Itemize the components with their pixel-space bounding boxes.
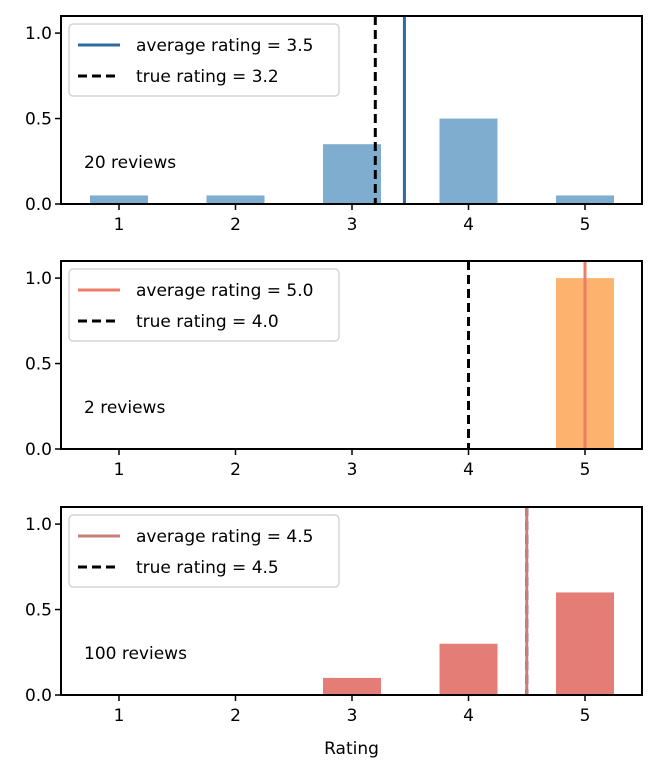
legend: average rating = 4.5 true rating = 4.5 — [68, 514, 340, 588]
legend: average rating = 5.0 true rating = 4.0 — [68, 268, 340, 342]
y-tick-label: 1.0 — [25, 24, 52, 44]
subplot-3: 0.0 0.5 1.0 1 2 3 4 5 100 reviews average rating … — [25, 506, 643, 759]
legend-true-label: true rating = 4.0 — [136, 312, 279, 332]
x-tick-label: 2 — [230, 460, 241, 480]
legend: average rating = 3.5 true rating = 3.2 — [68, 23, 340, 97]
y-tick-label: 0.0 — [25, 440, 52, 460]
y-tick-label: 0.5 — [25, 601, 52, 621]
bar-rating-2 — [206, 195, 265, 204]
x-tick-label: 3 — [347, 460, 358, 480]
y-tick-label: 1.0 — [25, 269, 52, 289]
legend-box — [68, 268, 340, 342]
x-tick-label: 3 — [347, 215, 358, 235]
bar-rating-4 — [439, 643, 498, 695]
y-tick-label: 0.5 — [25, 355, 52, 375]
x-tick-label: 2 — [230, 706, 241, 726]
x-tick-label: 2 — [230, 215, 241, 235]
x-tick-label: 4 — [463, 706, 474, 726]
x-tick-label: 4 — [463, 215, 474, 235]
legend-average-label: average rating = 3.5 — [136, 36, 313, 56]
bar-rating-3 — [323, 144, 381, 204]
y-tick-label: 0.0 — [25, 195, 52, 215]
x-tick-label: 5 — [580, 460, 591, 480]
legend-true-label: true rating = 3.2 — [136, 67, 279, 87]
x-tick-label: 5 — [580, 706, 591, 726]
y-tick-label: 0.5 — [25, 110, 52, 130]
x-tick-label: 4 — [463, 460, 474, 480]
x-tick-label: 1 — [114, 215, 125, 235]
legend-true-label: true rating = 4.5 — [136, 558, 279, 578]
bar-rating-5 — [556, 592, 614, 695]
x-axis-label: Rating — [324, 739, 379, 759]
legend-average-label: average rating = 5.0 — [136, 281, 313, 301]
legend-box — [68, 23, 340, 97]
bar-rating-5 — [556, 195, 614, 204]
bar-rating-1 — [90, 195, 148, 204]
legend-average-label: average rating = 4.5 — [136, 527, 313, 547]
x-tick-label: 1 — [114, 460, 125, 480]
bar-rating-3 — [323, 677, 381, 695]
subplot-1: 0.0 0.5 1.0 1 2 3 4 5 20 reviews average rating =… — [25, 15, 643, 235]
bar-rating-4 — [439, 118, 498, 204]
x-tick-label: 3 — [347, 706, 358, 726]
legend-box — [68, 514, 340, 588]
y-tick-label: 0.0 — [25, 686, 52, 706]
subplot-2: 0.0 0.5 1.0 1 2 3 4 5 2 reviews average rating = … — [25, 260, 643, 480]
review-count-annotation: 20 reviews — [84, 153, 176, 173]
review-count-annotation: 2 reviews — [84, 398, 165, 418]
y-tick-label: 1.0 — [25, 515, 52, 535]
x-tick-label: 1 — [114, 706, 125, 726]
review-count-annotation: 100 reviews — [84, 644, 187, 664]
x-tick-label: 5 — [580, 215, 591, 235]
